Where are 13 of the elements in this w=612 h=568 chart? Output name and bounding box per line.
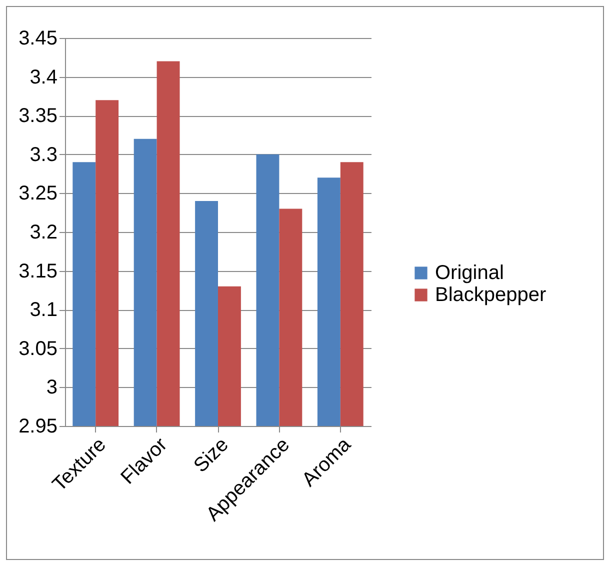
y-tick-label: 3.3 [30, 144, 58, 166]
legend-label: Original [435, 262, 504, 284]
y-tick-label: 3 [46, 376, 58, 399]
y-tick-label: 3.25 [18, 182, 58, 205]
legend-label: Blackpepper [435, 284, 547, 306]
y-tick-label: 3.35 [18, 105, 58, 128]
y-tick-label: 3.1 [30, 299, 58, 322]
y-tick-label: 3.15 [18, 260, 58, 282]
y-tick-label: 3.45 [18, 28, 58, 50]
y-tick-label: 2.95 [18, 416, 58, 438]
y-tick-label: 3.05 [18, 338, 58, 360]
y-tick-label: 3.2 [30, 222, 58, 244]
y-tick-label: 3.4 [30, 66, 58, 88]
